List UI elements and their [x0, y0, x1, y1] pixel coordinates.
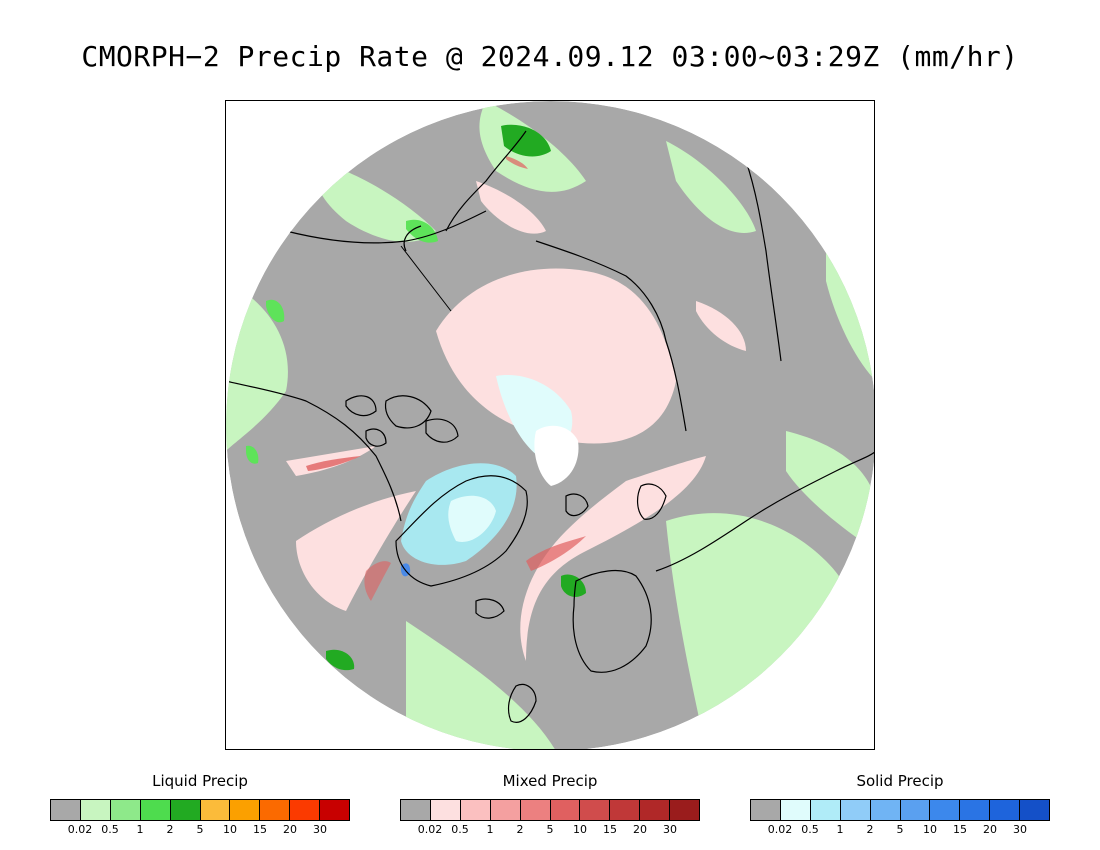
- legend-tick-label: 0.02: [67, 823, 93, 836]
- legend-solid: Solid Precip 0.02 0.5 1 2 5 10 15 20 30: [750, 772, 1050, 837]
- legend-tick-label: 15: [253, 823, 267, 836]
- legend-tick-label: 2: [516, 823, 524, 836]
- legend-swatch: [640, 800, 671, 820]
- legend-swatch: [260, 800, 291, 820]
- legend-tick-label: 15: [603, 823, 617, 836]
- legend-tick-label: 1: [836, 823, 844, 836]
- legend-tick-label: 1: [136, 823, 144, 836]
- legend-swatch: [110, 800, 141, 820]
- legend-tick-label: 30: [313, 823, 327, 836]
- color-bar: [750, 799, 1050, 821]
- legend-tick-label: 2: [166, 823, 174, 836]
- legend-tick-label: 5: [196, 823, 204, 836]
- color-bar: [50, 799, 350, 821]
- legend-tick-label: 15: [953, 823, 967, 836]
- legend-tick-label: 10: [923, 823, 937, 836]
- legend-tick-label: 20: [633, 823, 647, 836]
- color-bar: [400, 799, 700, 821]
- legend-swatch: [990, 800, 1021, 820]
- legend-title: Solid Precip: [856, 772, 944, 790]
- legend-tick-label: 5: [896, 823, 904, 836]
- legend-tick-label: 0.02: [417, 823, 443, 836]
- legend-swatch: [51, 800, 81, 820]
- legend-tick-label: 10: [573, 823, 587, 836]
- legend-swatch: [580, 800, 611, 820]
- north-pole-area: [534, 425, 579, 486]
- legend-tick-label: 10: [223, 823, 237, 836]
- legend-swatch: [840, 800, 871, 820]
- tick-labels: 0.02 0.5 1 2 5 10 15 20 30: [750, 823, 1050, 837]
- legend-swatch: [320, 800, 350, 820]
- legend-swatch: [900, 800, 931, 820]
- legend-swatch: [230, 800, 261, 820]
- legend-tick-label: 20: [283, 823, 297, 836]
- legend-tick-label: 0.5: [101, 823, 119, 836]
- legend-tick-label: 30: [1013, 823, 1027, 836]
- legend-mixed: Mixed Precip 0.02 0.5 1 2 5 10 15 20 30: [400, 772, 700, 837]
- legend-title: Liquid Precip: [152, 772, 248, 790]
- legend-swatch: [751, 800, 781, 820]
- legend-swatch: [550, 800, 581, 820]
- legend-swatch: [930, 800, 961, 820]
- legend-swatch: [170, 800, 201, 820]
- legend-swatch: [140, 800, 171, 820]
- legend-swatch: [430, 800, 461, 820]
- legend-tick-label: 0.5: [451, 823, 469, 836]
- legend-swatch: [290, 800, 321, 820]
- legend-swatch: [810, 800, 841, 820]
- legend-tick-label: 0.5: [801, 823, 819, 836]
- legend-swatch: [490, 800, 521, 820]
- legend-swatch: [520, 800, 551, 820]
- legend-tick-label: 2: [866, 823, 874, 836]
- page-title: CMORPH−2 Precip Rate @ 2024.09.12 03:00~…: [81, 40, 1019, 73]
- legend-liquid: Liquid Precip 0.02 0.5 1 2 5 10 15 20 30: [50, 772, 350, 837]
- legend-swatch: [80, 800, 111, 820]
- legend-swatch: [670, 800, 700, 820]
- solid-precip-areas: [400, 375, 573, 577]
- legend-swatch: [460, 800, 491, 820]
- legend-swatch: [960, 800, 991, 820]
- legend-tick-label: 1: [486, 823, 494, 836]
- legend-tick-label: 0.02: [767, 823, 793, 836]
- legend-tick-label: 5: [546, 823, 554, 836]
- heavy-liquid-patches: [246, 124, 586, 671]
- heavy-mixed-streaks: [306, 156, 586, 601]
- legend-swatch: [610, 800, 641, 820]
- tick-labels: 0.02 0.5 1 2 5 10 15 20 30: [50, 823, 350, 837]
- legend-tick-label: 20: [983, 823, 997, 836]
- map-frame: [225, 100, 875, 750]
- legend-swatch: [1020, 800, 1050, 820]
- tick-labels: 0.02 0.5 1 2 5 10 15 20 30: [400, 823, 700, 837]
- legend-title: Mixed Precip: [502, 772, 598, 790]
- legend-swatch: [401, 800, 431, 820]
- polar-map: [226, 101, 874, 749]
- coastlines: [226, 130, 874, 723]
- border-line: [400, 245, 452, 312]
- legend-swatch: [780, 800, 811, 820]
- legend-tick-label: 30: [663, 823, 677, 836]
- legend-swatch: [870, 800, 901, 820]
- legend-swatch: [200, 800, 231, 820]
